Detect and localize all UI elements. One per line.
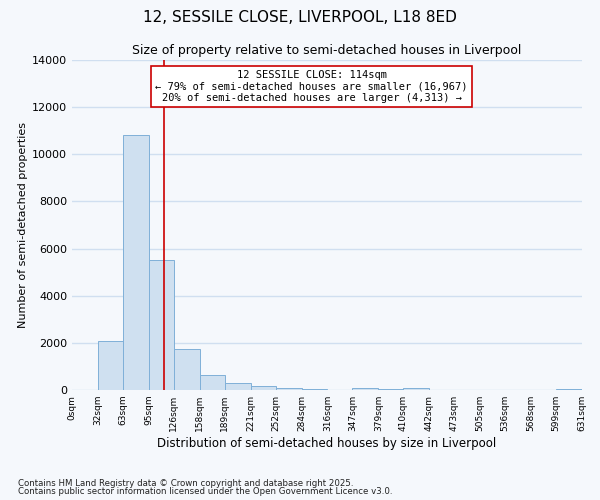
Y-axis label: Number of semi-detached properties: Number of semi-detached properties	[18, 122, 28, 328]
Bar	[403, 388, 429, 390]
Text: Contains public sector information licensed under the Open Government Licence v3: Contains public sector information licen…	[18, 488, 392, 496]
Bar	[556, 389, 582, 390]
X-axis label: Distribution of semi-detached houses by size in Liverpool: Distribution of semi-detached houses by …	[157, 437, 497, 450]
Text: Contains HM Land Registry data © Crown copyright and database right 2025.: Contains HM Land Registry data © Crown c…	[18, 478, 353, 488]
Bar	[149, 260, 174, 390]
Bar	[123, 136, 149, 390]
Bar	[98, 340, 123, 390]
Bar	[200, 374, 225, 390]
Bar	[352, 388, 379, 390]
Text: 12 SESSILE CLOSE: 114sqm
← 79% of semi-detached houses are smaller (16,967)
20% : 12 SESSILE CLOSE: 114sqm ← 79% of semi-d…	[155, 70, 468, 103]
Bar	[379, 389, 403, 390]
Bar	[225, 382, 251, 390]
Bar	[251, 386, 275, 390]
Bar	[174, 349, 200, 390]
Text: 12, SESSILE CLOSE, LIVERPOOL, L18 8ED: 12, SESSILE CLOSE, LIVERPOOL, L18 8ED	[143, 10, 457, 25]
Bar	[275, 388, 302, 390]
Title: Size of property relative to semi-detached houses in Liverpool: Size of property relative to semi-detach…	[133, 44, 521, 58]
